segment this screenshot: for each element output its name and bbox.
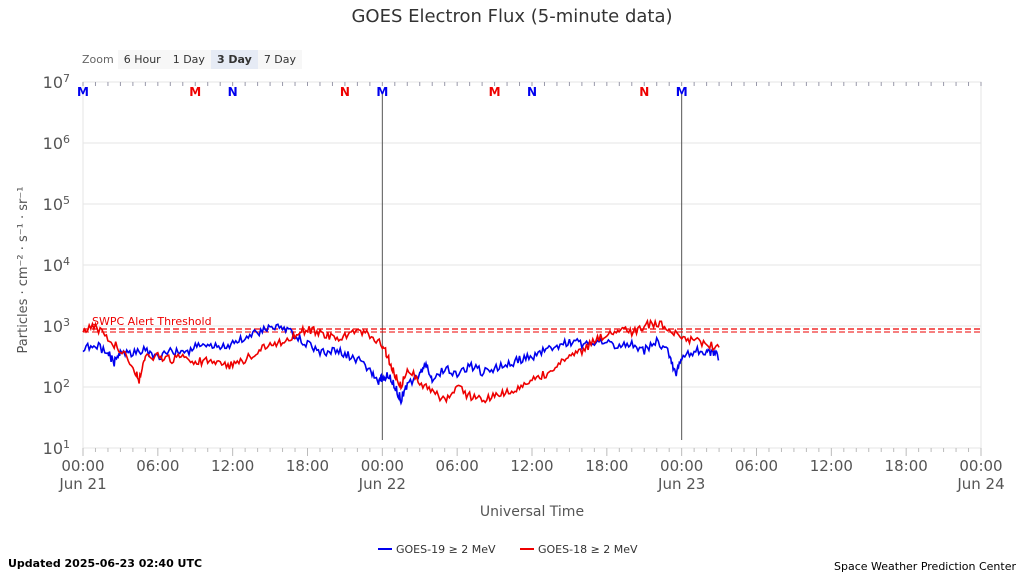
y-tick-label: 101 [43, 438, 70, 458]
x-tick-date: Jun 21 [58, 475, 106, 493]
x-tick-date: Jun 23 [657, 475, 705, 493]
x-tick-date: Jun 22 [358, 475, 406, 493]
y-tick-label: 107 [43, 72, 70, 92]
updated-timestamp: Updated 2025-06-23 02:40 UTC [8, 557, 203, 570]
x-axis-label: Universal Time [480, 504, 584, 520]
y-axis-label: Particles · cm⁻² · s⁻¹ · sr⁻¹ [16, 187, 31, 354]
marker-label: M [376, 85, 388, 99]
marker-label: N [527, 85, 537, 99]
x-tick-time: 00:00 [361, 457, 404, 475]
series-line-goes18 [82, 318, 720, 404]
x-tick-date: Jun 24 [956, 475, 1004, 493]
x-tick-time: 06:00 [436, 457, 479, 475]
x-tick-time: 18:00 [885, 457, 928, 475]
legend: GOES-19 ≥ 2 MeV GOES-18 ≥ 2 MeV [378, 543, 638, 556]
alert-threshold: SWPC Alert Threshold [83, 315, 981, 333]
y-tick-label: 105 [43, 194, 70, 214]
y-tick-label: 104 [43, 255, 70, 275]
legend-item: GOES-18 ≥ 2 MeV [538, 543, 638, 556]
series-line-goes19 [82, 323, 720, 406]
x-tick-time: 06:00 [735, 457, 778, 475]
zoom-label: Zoom [82, 53, 114, 66]
y-tick-label: 103 [43, 316, 70, 336]
legend-item: GOES-19 ≥ 2 MeV [396, 543, 496, 556]
x-tick-time: 00:00 [660, 457, 703, 475]
x-tick-time: 12:00 [510, 457, 553, 475]
zoom-7-day-button[interactable]: 7 Day [257, 50, 303, 69]
marker-label: N [639, 85, 649, 99]
y-tick-label: 106 [43, 133, 70, 153]
credit-text: Space Weather Prediction Center [834, 560, 1016, 573]
x-tick-time: 06:00 [136, 457, 179, 475]
x-tick-time: 18:00 [286, 457, 329, 475]
zoom-selector: Zoom 6 Hour 1 Day 3 Day 7 Day [82, 50, 303, 69]
y-axis: 101 102 103 104 105 106 107 [43, 72, 70, 458]
x-tick-time: 00:00 [959, 457, 1002, 475]
data-series [82, 318, 720, 406]
marker-label: M [676, 85, 688, 99]
marker-label: M [189, 85, 201, 99]
zoom-6-hour-button[interactable]: 6 Hour [117, 50, 167, 69]
marker-label: N [228, 85, 238, 99]
x-tick-time: 12:00 [810, 457, 853, 475]
zoom-3-day-button[interactable]: 3 Day [210, 50, 258, 69]
marker-label: N [340, 85, 350, 99]
zoom-1-day-button[interactable]: 1 Day [166, 50, 211, 69]
x-tick-time: 00:00 [61, 457, 104, 475]
grid-lines [82, 81, 982, 449]
y-tick-label: 102 [43, 377, 70, 397]
x-tick-time: 18:00 [585, 457, 628, 475]
marker-label: M [77, 85, 89, 99]
threshold-label: SWPC Alert Threshold [92, 315, 212, 328]
x-tick-time: 12:00 [211, 457, 254, 475]
chart-title: GOES Electron Flux (5-minute data) [351, 6, 673, 27]
marker-label: M [489, 85, 501, 99]
